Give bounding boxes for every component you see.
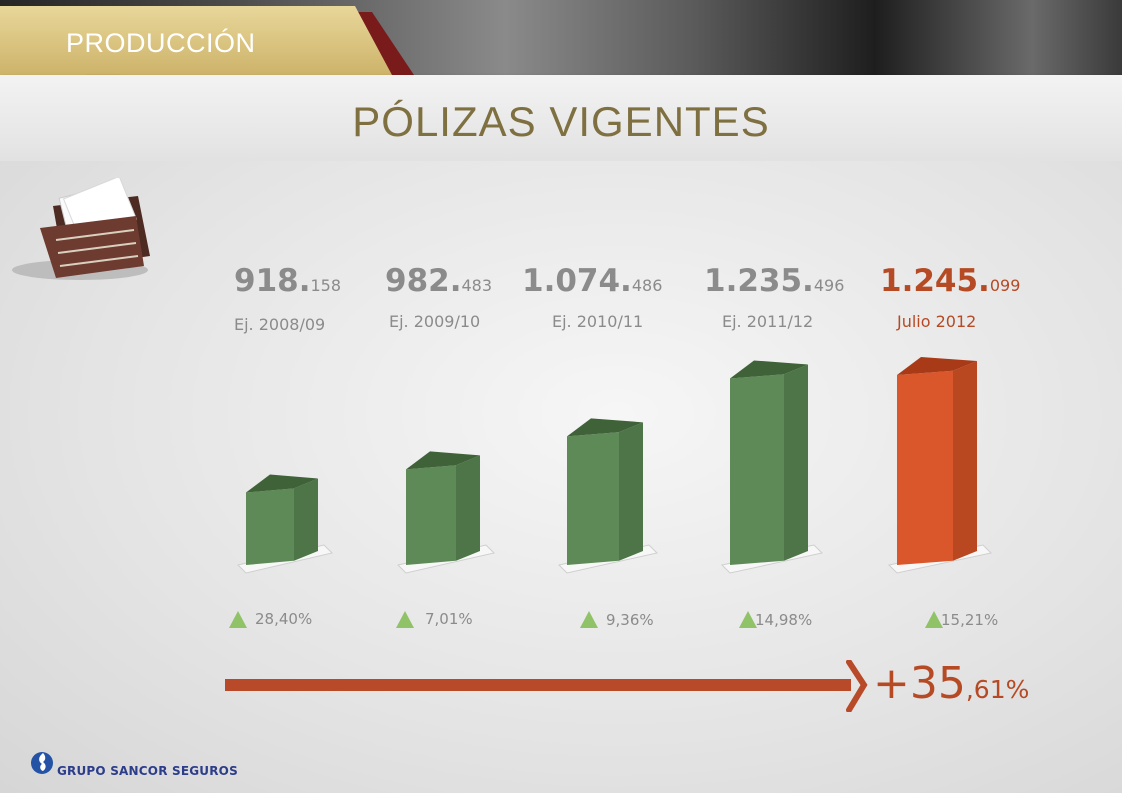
- period-label: Ej. 2010/11: [552, 312, 644, 331]
- section-label: PRODUCCIÓN: [66, 28, 256, 58]
- title-band: [0, 75, 1122, 161]
- up-arrow-icon: [925, 611, 943, 628]
- arrowhead-icon: [846, 660, 868, 712]
- value-label: 918.158: [234, 263, 342, 299]
- growth-label: 7,01%: [425, 610, 473, 628]
- bar-top: [406, 451, 480, 470]
- total-growth-value: +35,61%: [873, 658, 1030, 709]
- bar-top: [730, 360, 808, 379]
- bar-front: [406, 465, 456, 565]
- page-title: PÓLIZAS VIGENTES: [352, 98, 770, 145]
- folder-icon: [12, 178, 150, 280]
- growth-label: 9,36%: [606, 611, 654, 629]
- growth-label: 15,21%: [941, 611, 999, 629]
- bar-side: [456, 455, 480, 561]
- bar-front: [730, 374, 784, 565]
- bar-top: [246, 474, 318, 493]
- value-label-highlight: 1.245.099: [880, 263, 1021, 299]
- bar-side: [784, 364, 808, 561]
- bar-front: [567, 432, 619, 565]
- up-arrow-icon: [396, 611, 414, 628]
- growth-label: 14,98%: [755, 611, 813, 629]
- bar-side: [294, 478, 318, 561]
- up-arrow-icon: [580, 611, 598, 628]
- period-label: Ej. 2008/09: [234, 315, 326, 334]
- bar-side: [619, 422, 643, 561]
- bar-highlight: [887, 357, 993, 574]
- up-arrow-icon: [739, 611, 757, 628]
- period-label: Ej. 2011/12: [722, 312, 814, 331]
- bar-side: [953, 361, 977, 561]
- bar-top: [897, 357, 977, 375]
- bar: [237, 474, 333, 574]
- up-arrow-icon: [229, 611, 247, 628]
- total-growth-arrow: [225, 679, 851, 691]
- bar: [720, 360, 824, 574]
- bar-front: [246, 488, 294, 565]
- value-label: 1.235.496: [704, 263, 845, 299]
- bar-front: [897, 370, 953, 565]
- bar-top: [567, 418, 643, 437]
- value-label: 982.483: [385, 263, 493, 299]
- sancor-flame-icon: [31, 752, 53, 774]
- brand-name: GRUPO SANCOR SEGUROS: [57, 764, 238, 778]
- bar: [558, 418, 658, 574]
- growth-label: 28,40%: [255, 610, 313, 628]
- section-tab: [0, 6, 392, 75]
- period-label: Ej. 2009/10: [389, 312, 481, 331]
- period-label-highlight: Julio 2012: [897, 312, 977, 331]
- bar: [397, 451, 495, 574]
- value-label: 1.074.486: [522, 263, 663, 299]
